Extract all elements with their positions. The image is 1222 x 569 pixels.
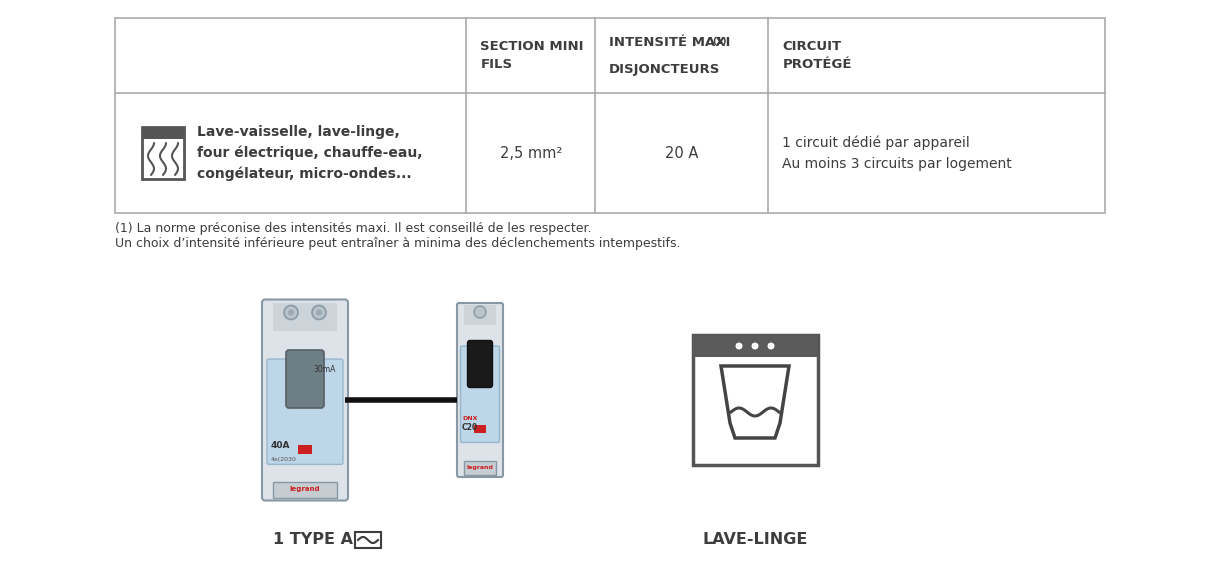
Text: DISJONCTEURS: DISJONCTEURS: [609, 63, 721, 76]
Text: 2,5 mm²: 2,5 mm²: [500, 146, 562, 160]
FancyBboxPatch shape: [457, 303, 503, 477]
Text: 4x(2030: 4x(2030: [271, 457, 297, 462]
Circle shape: [767, 343, 775, 349]
Text: C20: C20: [462, 423, 478, 431]
Circle shape: [736, 343, 743, 349]
Text: (1): (1): [712, 36, 727, 46]
Text: (1) La norme préconise des intensités maxi. Il est conseillé de les respecter.: (1) La norme préconise des intensités ma…: [115, 222, 591, 235]
Bar: [464, 305, 496, 325]
Bar: [273, 481, 337, 497]
Bar: [115, 18, 1105, 213]
Text: CIRCUIT
PROTÉGÉ: CIRCUIT PROTÉGÉ: [782, 40, 852, 71]
Text: INTENSITÉ MAXI: INTENSITÉ MAXI: [609, 35, 731, 48]
FancyBboxPatch shape: [468, 340, 492, 387]
FancyBboxPatch shape: [286, 350, 324, 408]
Bar: [356, 532, 381, 548]
Circle shape: [288, 310, 295, 315]
Circle shape: [284, 306, 298, 320]
Text: SECTION MINI
FILS: SECTION MINI FILS: [480, 40, 584, 71]
Bar: [464, 461, 496, 475]
Circle shape: [752, 343, 759, 349]
Text: 1 circuit dédié par appareil
Au moins 3 circuits par logement: 1 circuit dédié par appareil Au moins 3 …: [782, 135, 1012, 171]
Text: 20 A: 20 A: [665, 146, 699, 160]
Text: DNX: DNX: [462, 417, 478, 422]
Bar: [693, 335, 818, 465]
Text: 30mA: 30mA: [313, 365, 335, 374]
Bar: [693, 335, 818, 357]
Text: 1 TYPE A: 1 TYPE A: [273, 533, 353, 547]
Text: 40A: 40A: [271, 441, 291, 450]
Text: Lave-vaisselle, lave-linge,
four électrique, chauffe-eau,
congélateur, micro-ond: Lave-vaisselle, lave-linge, four électri…: [197, 125, 423, 182]
Text: LAVE-LINGE: LAVE-LINGE: [703, 533, 808, 547]
Bar: [142, 127, 185, 139]
Bar: [474, 425, 486, 433]
Bar: [142, 127, 185, 179]
FancyBboxPatch shape: [266, 359, 343, 464]
Circle shape: [312, 306, 326, 320]
FancyBboxPatch shape: [461, 346, 500, 443]
FancyBboxPatch shape: [262, 299, 348, 501]
Bar: [298, 446, 312, 455]
Text: legrand: legrand: [290, 486, 320, 493]
Circle shape: [474, 306, 486, 318]
Text: legrand: legrand: [467, 464, 494, 469]
Text: Un choix d’intensité inférieure peut entraîner à minima des déclenchements intem: Un choix d’intensité inférieure peut ent…: [115, 237, 681, 250]
Circle shape: [316, 310, 323, 315]
Bar: [273, 303, 337, 331]
